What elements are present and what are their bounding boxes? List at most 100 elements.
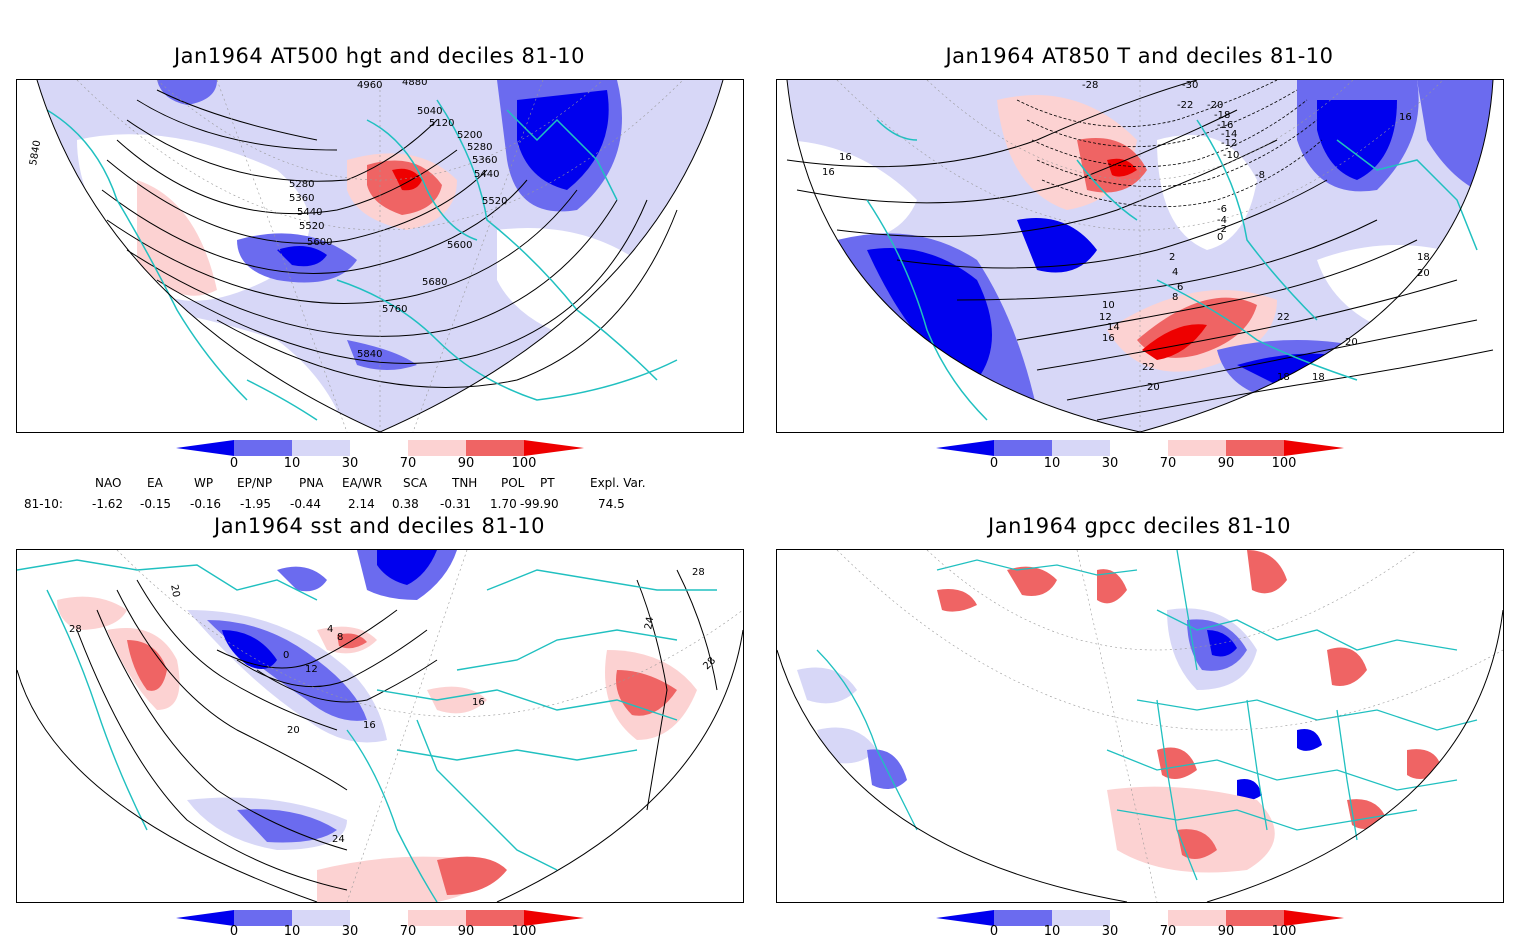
index-header: SCA <box>403 476 428 490</box>
map-gpcc-precip <box>776 549 1504 903</box>
contour-label: 28 <box>692 567 705 578</box>
index-value: -0.16 <box>190 497 222 511</box>
panel-title-at850: Jan1964 AT850 T and deciles 81-10 <box>945 44 1334 68</box>
colorbar-tick: 30 <box>1101 456 1119 471</box>
contour-label: 5040 <box>417 106 442 117</box>
colorbar-swatch <box>936 910 994 926</box>
colorbar-tick: 70 <box>399 456 417 471</box>
index-value: -0.15 <box>140 497 172 511</box>
colorbar-tick: 100 <box>1271 924 1297 939</box>
map-at850-temp: -28 -30 -22 -20 -18 -16 -14 -12 -10 -8 -… <box>776 79 1504 433</box>
colorbar-tick: 70 <box>1159 924 1177 939</box>
contour-label: 5120 <box>429 118 454 129</box>
colorbar-tick: 30 <box>341 924 359 939</box>
contour-label: 4880 <box>402 80 427 88</box>
colorbar-tick: 10 <box>1043 924 1061 939</box>
map-sst-svg: 28 20 0 4 8 12 16 16 20 24 28 24 28 <box>17 550 743 902</box>
contour-label: 4 <box>327 624 333 635</box>
contour-label: 16 <box>472 697 485 708</box>
contour-label: 0 <box>283 650 289 661</box>
colorbar-swatch <box>524 440 584 456</box>
contour-label: 5280 <box>467 142 492 153</box>
colorbar-tick: 100 <box>1271 456 1297 471</box>
contour-label: 22 <box>1142 362 1155 373</box>
contour-label: 18 <box>1277 372 1290 383</box>
contour-label: -4 <box>1217 215 1227 226</box>
index-value: 0.38 <box>392 497 419 511</box>
contour-label: 16 <box>822 167 835 178</box>
contour-label: -28 <box>1082 80 1098 91</box>
contour-label: 28 <box>69 624 82 635</box>
index-header: EP/NP <box>237 476 273 490</box>
contour-label: 18 <box>1312 372 1325 383</box>
contour-label: 16 <box>363 720 376 731</box>
contour-label: 5200 <box>457 130 482 141</box>
colorbar-swatch <box>994 440 1052 456</box>
colorbar-bottom-right: 0 10 30 70 90 100 <box>936 910 1346 940</box>
index-value: 2.14 <box>348 497 375 511</box>
contour-label: 20 <box>1345 337 1358 348</box>
colorbar-swatch <box>1052 910 1110 926</box>
contour-label: 14 <box>1107 322 1120 333</box>
colorbar-tick: 100 <box>511 924 537 939</box>
contour-label: 8 <box>337 632 343 643</box>
panel-title-sst: Jan1964 sst and deciles 81-10 <box>214 514 545 538</box>
contour-label: 12 <box>1099 312 1112 323</box>
colorbar-swatch <box>1168 440 1226 456</box>
index-value: -99.90 <box>520 497 559 511</box>
index-value: -0.31 <box>440 497 472 511</box>
index-header: PT <box>540 476 555 490</box>
colorbar-swatch <box>1110 910 1168 926</box>
index-header: EA <box>147 476 163 490</box>
colorbar-tick: 100 <box>511 456 537 471</box>
index-value: 1.70 <box>490 497 517 511</box>
contour-label: 5440 <box>474 169 499 180</box>
colorbar-tick: 90 <box>457 924 475 939</box>
index-value: -1.62 <box>92 497 124 511</box>
colorbar-swatch <box>176 440 234 456</box>
map-at500-hgt: 4960 4880 5040 5120 5200 5280 5360 5440 … <box>16 79 744 433</box>
contour-label: -16 <box>1217 120 1233 131</box>
contour-label: 24 <box>643 616 656 630</box>
colorbar-tick: 30 <box>1101 924 1119 939</box>
index-header: EA/WR <box>342 476 383 490</box>
panel-title-gpcc: Jan1964 gpcc deciles 81-10 <box>988 514 1291 538</box>
colorbar-tick: 90 <box>1217 924 1235 939</box>
contour-label: 5360 <box>289 193 314 204</box>
contour-label: 16 <box>839 152 852 163</box>
contour-label: 5520 <box>482 196 507 207</box>
contour-label: 5840 <box>28 139 43 166</box>
colorbar-swatch <box>292 440 350 456</box>
contour-label: 5280 <box>289 179 314 190</box>
colorbar-tick: 10 <box>1043 456 1061 471</box>
colorbar-swatch <box>1110 440 1168 456</box>
contour-label: 5440 <box>297 207 322 218</box>
index-row-label: 81-10: <box>24 497 63 511</box>
index-header: Expl. Var. <box>590 476 646 490</box>
contour-label: -14 <box>1221 129 1237 140</box>
contour-label: -22 <box>1177 100 1193 111</box>
contour-label: 5680 <box>422 277 447 288</box>
contour-label: 5360 <box>472 155 497 166</box>
contour-label: -12 <box>1221 138 1237 149</box>
contour-label: 16 <box>1102 333 1115 344</box>
colorbar-swatch <box>466 440 524 456</box>
index-header: WP <box>194 476 214 490</box>
contour-label: 5520 <box>299 221 324 232</box>
contour-label: -30 <box>1182 80 1198 91</box>
colorbar-tick: 90 <box>1217 456 1235 471</box>
contour-label: 4 <box>1172 267 1178 278</box>
index-header: PNA <box>299 476 324 490</box>
colorbar-swatch <box>524 910 584 926</box>
index-header: TNH <box>452 476 478 490</box>
colorbar-swatch <box>234 440 292 456</box>
colorbar-tick: 0 <box>989 456 999 471</box>
colorbar-tick: 10 <box>283 924 301 939</box>
index-value: -0.44 <box>290 497 322 511</box>
colorbar-swatch <box>1052 440 1110 456</box>
colorbar-swatch <box>1168 910 1226 926</box>
colorbar-svg <box>176 910 584 926</box>
map-at850-svg: -28 -30 -22 -20 -18 -16 -14 -12 -10 -8 -… <box>786 80 1494 432</box>
colorbar-tick: 0 <box>229 456 239 471</box>
colorbar-tick: 70 <box>1159 456 1177 471</box>
